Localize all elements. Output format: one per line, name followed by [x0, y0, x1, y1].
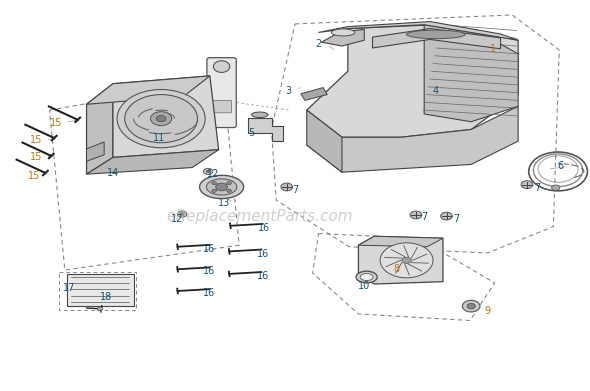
- Text: 3: 3: [285, 86, 291, 96]
- Circle shape: [204, 168, 213, 174]
- Circle shape: [97, 307, 103, 311]
- Polygon shape: [322, 29, 364, 46]
- Text: 16: 16: [203, 266, 215, 276]
- Ellipse shape: [332, 29, 355, 36]
- Text: 1: 1: [490, 44, 497, 54]
- Ellipse shape: [199, 175, 244, 199]
- Text: 12: 12: [206, 169, 219, 179]
- Text: 10: 10: [358, 281, 371, 291]
- Polygon shape: [372, 29, 500, 49]
- Text: 7: 7: [292, 185, 298, 195]
- Polygon shape: [67, 274, 133, 306]
- Circle shape: [212, 189, 217, 192]
- Polygon shape: [307, 106, 518, 172]
- Text: 16: 16: [203, 287, 215, 298]
- FancyBboxPatch shape: [207, 58, 236, 127]
- Text: 15: 15: [28, 171, 40, 181]
- Polygon shape: [358, 236, 443, 284]
- Circle shape: [380, 243, 433, 278]
- Circle shape: [227, 181, 231, 185]
- Text: 18: 18: [100, 292, 112, 302]
- Text: 9: 9: [484, 306, 491, 316]
- Circle shape: [552, 185, 560, 190]
- Circle shape: [281, 183, 293, 191]
- Text: 16: 16: [203, 244, 215, 254]
- Text: 17: 17: [63, 283, 75, 293]
- Circle shape: [181, 213, 184, 215]
- Text: 12: 12: [171, 214, 183, 224]
- Text: eReplacementParts.com: eReplacementParts.com: [166, 209, 353, 224]
- Polygon shape: [113, 76, 219, 158]
- Circle shape: [150, 112, 172, 126]
- Polygon shape: [424, 25, 518, 122]
- Text: 15: 15: [31, 135, 43, 145]
- Polygon shape: [307, 110, 342, 172]
- Polygon shape: [301, 88, 327, 100]
- Polygon shape: [87, 84, 113, 174]
- Circle shape: [117, 90, 205, 148]
- Text: 13: 13: [218, 198, 231, 208]
- Circle shape: [156, 115, 166, 122]
- Circle shape: [410, 211, 422, 219]
- Text: 5: 5: [248, 128, 254, 138]
- Circle shape: [463, 300, 480, 312]
- Circle shape: [212, 181, 217, 185]
- FancyBboxPatch shape: [212, 100, 232, 113]
- Circle shape: [216, 183, 228, 191]
- Text: 8: 8: [393, 264, 399, 274]
- Ellipse shape: [214, 61, 230, 72]
- Ellipse shape: [407, 30, 466, 39]
- Circle shape: [227, 189, 231, 192]
- Text: 7: 7: [421, 212, 427, 222]
- Circle shape: [178, 211, 187, 217]
- Text: 7: 7: [534, 183, 540, 193]
- Text: 6: 6: [558, 161, 563, 171]
- Polygon shape: [307, 25, 518, 137]
- Circle shape: [206, 170, 210, 172]
- Text: 16: 16: [257, 271, 269, 281]
- Circle shape: [521, 181, 533, 188]
- Text: 7: 7: [453, 214, 460, 224]
- Circle shape: [467, 303, 476, 309]
- Polygon shape: [87, 76, 210, 104]
- Text: 15: 15: [50, 118, 63, 127]
- Ellipse shape: [356, 271, 377, 283]
- Text: 4: 4: [433, 86, 439, 96]
- Ellipse shape: [206, 179, 237, 195]
- Text: 14: 14: [107, 168, 119, 178]
- Text: 2: 2: [316, 39, 322, 49]
- Ellipse shape: [360, 274, 373, 280]
- Text: 16: 16: [257, 249, 269, 259]
- Circle shape: [402, 257, 411, 264]
- Polygon shape: [358, 236, 443, 247]
- Text: 16: 16: [258, 224, 271, 233]
- Text: 15: 15: [31, 152, 43, 161]
- Text: 11: 11: [153, 133, 165, 143]
- Polygon shape: [87, 150, 219, 174]
- Circle shape: [441, 212, 453, 220]
- Polygon shape: [248, 118, 283, 141]
- Polygon shape: [319, 22, 518, 40]
- Polygon shape: [87, 142, 104, 161]
- Circle shape: [124, 95, 198, 143]
- Ellipse shape: [251, 112, 268, 117]
